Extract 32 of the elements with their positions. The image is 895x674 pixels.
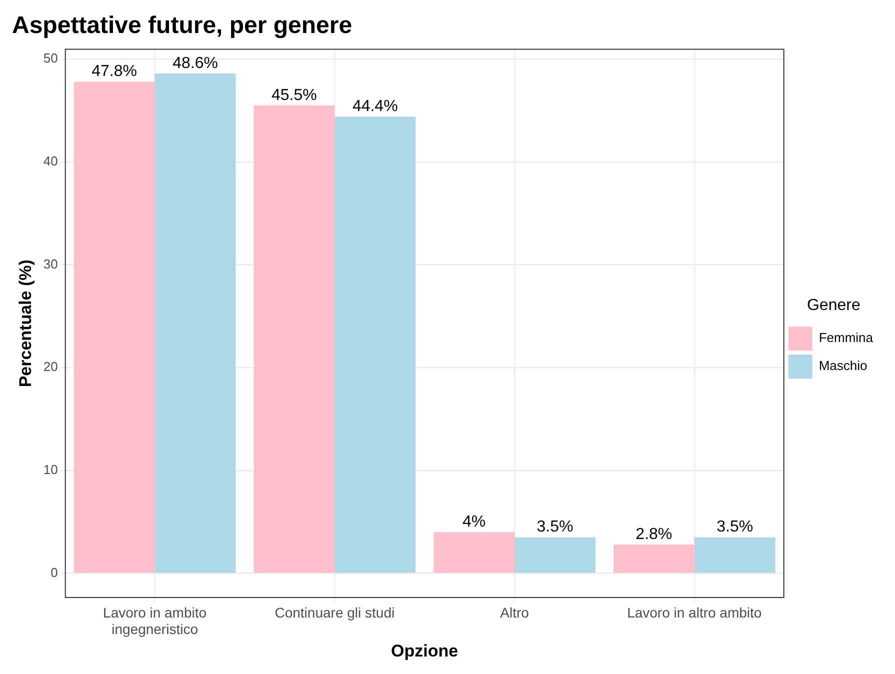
data-label: 47.8% (92, 63, 138, 80)
y-tick-label: 30 (43, 256, 58, 272)
data-label: 3.5% (716, 518, 754, 536)
data-label: 2.8% (636, 526, 672, 543)
legend-title: Genere (806, 296, 860, 314)
bar (334, 116, 416, 573)
legend-label: Femmina (818, 330, 874, 346)
data-label: 4% (462, 514, 486, 531)
data-label: 3.5% (536, 518, 574, 536)
x-tick-label: Altro (500, 604, 530, 620)
chart-title: Aspettative future, per genere (12, 12, 352, 40)
x-axis-title: Opzione (391, 641, 458, 660)
x-tick-label: Lavoro in ambito ingegneristico (103, 604, 207, 638)
x-tick-label: Lavoro in altro ambito (627, 604, 762, 620)
y-tick-label: 10 (43, 462, 58, 478)
legend-label: Maschio (818, 358, 868, 374)
y-tick-label: 40 (43, 154, 58, 169)
data-label: 48.6% (172, 54, 218, 72)
y-tick-label: 20 (43, 359, 58, 374)
x-tick-label: Continuare gli studi (274, 604, 395, 620)
data-label: 44.4% (352, 98, 398, 116)
bar (254, 105, 335, 573)
bar (434, 532, 515, 573)
y-tick-label: 0 (50, 564, 58, 580)
bar (74, 82, 155, 573)
y-tick-label: 50 (43, 50, 58, 66)
bar (154, 73, 236, 573)
data-label: 45.5% (272, 86, 317, 104)
y-axis-title: Percentuale (%) (16, 260, 35, 388)
bar (613, 544, 694, 573)
bar (694, 537, 776, 573)
bar (514, 537, 596, 573)
